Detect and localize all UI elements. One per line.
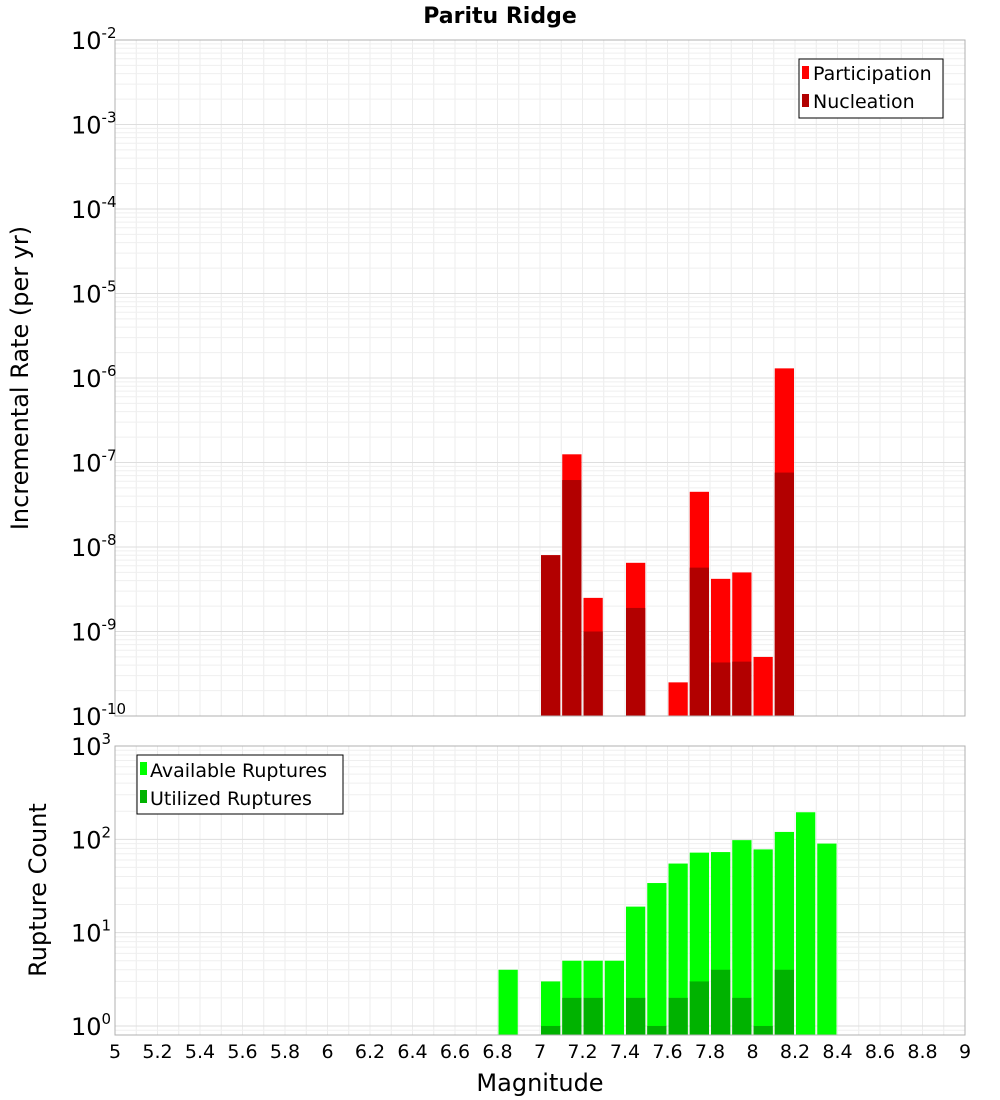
bar-utilized-ruptures [647,1025,667,1035]
rate-y-tick-label: 10-5 [71,278,117,309]
bar-nucleation [541,555,561,716]
x-tick-label: 5 [109,1041,121,1063]
rate-panel-border [114,39,966,717]
bar-nucleation [732,661,752,716]
bar-utilized-ruptures [753,1025,773,1035]
count-y-tick-label: 101 [71,917,111,948]
bar-nucleation [562,480,582,716]
rate-panel-y-label: Incremental Rate (per yr) [6,226,34,530]
rate-legend-box [798,58,944,119]
x-tick-label: 5.2 [142,1041,172,1063]
count-panel: 103 102 101 100 Rupture Count Available Rup… [24,730,966,1041]
rate-y-tick-label: 10-6 [71,362,117,393]
bar-available-ruptures [796,812,816,1035]
rate-legend: Participation Nucleation [798,58,944,119]
bar-available-ruptures [817,843,837,1035]
bar-utilized-ruptures [711,969,731,1035]
x-tick-label: 7 [534,1041,546,1063]
count-y-tick-label: 100 [71,1010,111,1041]
bar-available-ruptures [753,849,773,1035]
rate-panel: 10-2 10-3 10-4 10-5 10-6 10-7 10-8 10-9 10-10 In… [6,24,966,731]
x-tick-label: 8.2 [780,1041,810,1063]
x-tick-label: 8.8 [907,1041,937,1063]
rate-panel-y-ticks: 10-2 10-3 10-4 10-5 10-6 10-7 10-8 10-9 10-10 [71,24,126,731]
x-tick-label: 6.8 [482,1041,512,1063]
bar-utilized-ruptures [732,997,752,1035]
count-panel-bars [498,812,837,1035]
legend-swatch-utilized [140,790,147,803]
x-tick-label: 7.2 [567,1041,597,1063]
rate-panel-grid [114,39,966,717]
x-tick-label: 8.4 [822,1041,852,1063]
bar-participation [668,682,688,716]
x-tick-label: 8 [746,1041,758,1063]
bar-participation [753,656,773,716]
bar-utilized-ruptures [668,997,688,1035]
x-tick-label: 7.6 [652,1041,682,1063]
rate-y-tick-label: 10-3 [71,109,117,140]
legend-label-participation: Participation [813,63,932,85]
count-panel-grid [114,745,966,1036]
legend-swatch-participation [802,66,809,79]
rate-y-tick-label: 10-8 [71,531,117,562]
legend-label-nucleation: Nucleation [813,91,915,113]
bar-nucleation [689,567,709,716]
bar-utilized-ruptures [583,997,603,1035]
bar-nucleation [626,607,646,716]
x-tick-label: 8.6 [865,1041,895,1063]
legend-swatch-available [140,762,147,775]
x-tick-label: 9 [959,1041,971,1063]
x-tick-label: 6.2 [355,1041,385,1063]
count-legend-box [136,754,344,815]
x-tick-label: 6 [321,1041,333,1063]
legend-label-available: Available Ruptures [150,760,327,782]
bar-utilized-ruptures [774,969,794,1035]
count-y-tick-label: 102 [71,823,111,854]
bar-utilized-ruptures [626,997,646,1035]
chart-title: Paritu Ridge [423,4,577,29]
rate-panel-bars [541,368,794,716]
x-axis-label: Magnitude [476,1069,603,1097]
bar-nucleation [583,631,603,716]
legend-swatch-nucleation [802,94,809,107]
x-tick-label: 7.8 [695,1041,725,1063]
x-tick-label: 5.8 [270,1041,300,1063]
bar-utilized-ruptures [562,997,582,1035]
bar-available-ruptures [541,981,561,1035]
count-panel-y-label: Rupture Count [24,803,52,977]
rate-y-tick-label: 10-10 [71,700,126,731]
rate-y-tick-label: 10-2 [71,24,117,55]
bar-available-ruptures [604,960,624,1035]
bar-available-ruptures [668,863,688,1035]
bar-nucleation [711,662,731,716]
count-legend: Available Ruptures Utilized Ruptures [136,754,344,815]
bar-utilized-ruptures [541,1025,561,1035]
rate-y-tick-label: 10-4 [71,193,117,224]
legend-label-utilized: Utilized Ruptures [150,788,312,810]
x-tick-label: 5.6 [227,1041,257,1063]
bar-available-ruptures [732,840,752,1035]
bar-available-ruptures [647,883,667,1035]
x-tick-label: 7.4 [610,1041,640,1063]
x-tick-label: 6.6 [440,1041,470,1063]
bar-nucleation [774,472,794,716]
bar-utilized-ruptures [689,981,709,1035]
count-panel-border [114,745,966,1036]
rate-y-tick-label: 10-7 [71,447,117,478]
count-panel-y-ticks: 103 102 101 100 [71,730,111,1041]
rate-y-tick-label: 10-9 [71,616,117,647]
bar-available-ruptures [498,969,518,1035]
x-tick-label: 5.4 [185,1041,215,1063]
x-tick-label: 6.4 [397,1041,427,1063]
x-axis-ticks: 5 5.2 5.4 5.6 5.8 6 6.2 6.4 6.6 6.8 7 7.2 7.4 7.6 7.8 8… [109,1041,971,1063]
count-y-tick-label: 103 [71,730,111,761]
